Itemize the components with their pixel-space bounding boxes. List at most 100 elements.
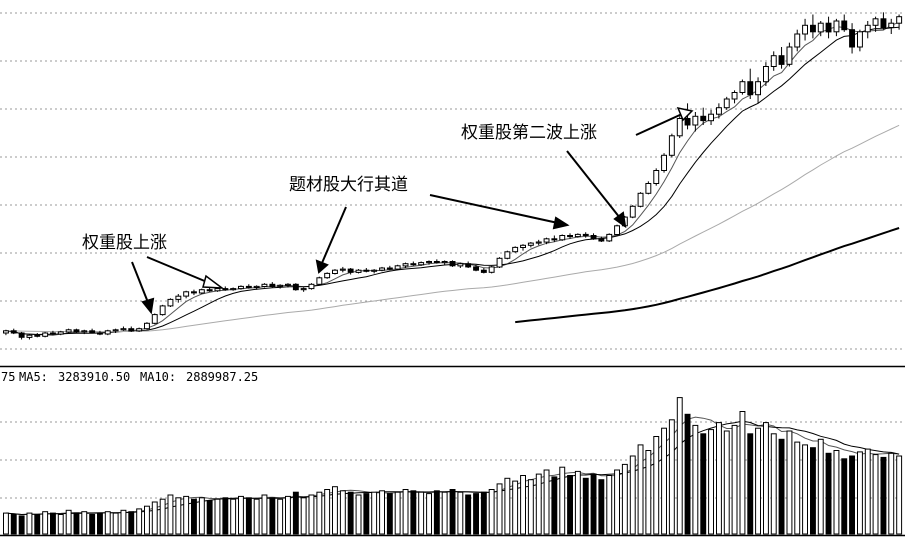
- candle-body: [449, 261, 456, 267]
- candle: [198, 288, 205, 294]
- candle: [747, 68, 754, 99]
- candle: [637, 192, 644, 208]
- volume-bar: [65, 509, 72, 535]
- candle-body: [880, 18, 887, 28]
- candle: [363, 268, 370, 273]
- arrow-2b: [429, 194, 559, 224]
- candle-body: [277, 284, 284, 287]
- candle-body: [410, 263, 417, 266]
- volume-bar: [614, 469, 620, 535]
- candle: [57, 330, 64, 336]
- candle-body: [402, 263, 409, 267]
- candle-body: [864, 24, 871, 33]
- candle-body: [833, 20, 840, 33]
- candle-body: [222, 288, 229, 291]
- candle-body: [700, 115, 707, 122]
- volume-bar: [285, 495, 291, 535]
- arrow-1a: [131, 261, 150, 306]
- volume-bar: [778, 438, 785, 535]
- volume-bar: [880, 456, 887, 535]
- volume-bar: [606, 475, 613, 535]
- ma60-line: [515, 227, 900, 324]
- arrow-3a: [566, 150, 621, 219]
- candle-body: [770, 55, 777, 68]
- candle: [668, 133, 675, 158]
- candle-body: [339, 268, 346, 271]
- volume-bar: [802, 444, 808, 535]
- volume-bar: [418, 491, 425, 535]
- candle-body: [755, 81, 761, 96]
- volume-bar: [833, 450, 840, 535]
- volume-bar: [151, 501, 158, 535]
- volume-bar: [89, 514, 96, 535]
- candle: [73, 328, 80, 333]
- volume-bar: [786, 430, 793, 535]
- candle: [112, 328, 119, 333]
- volume-bar: [167, 494, 174, 535]
- candle: [42, 331, 49, 338]
- candle-body: [230, 288, 237, 291]
- candle: [332, 269, 338, 275]
- candle: [206, 287, 213, 292]
- volume-bar: [567, 475, 573, 535]
- candle: [888, 18, 895, 34]
- candle-body: [198, 289, 205, 294]
- candle: [763, 62, 769, 86]
- candle-body: [802, 24, 808, 35]
- candle-body: [590, 235, 597, 240]
- volume-bar: [112, 512, 119, 535]
- candle-body: [394, 265, 401, 270]
- volume-bar: [747, 433, 754, 535]
- arrow-1b-head: [202, 274, 225, 289]
- candle: [339, 266, 346, 273]
- candle-body: [567, 235, 573, 238]
- volume-bar: [637, 444, 644, 535]
- candle-body: [480, 269, 487, 273]
- candle: [810, 14, 816, 39]
- candle-body: [794, 33, 801, 48]
- candle-body: [261, 283, 268, 287]
- candle: [794, 29, 801, 52]
- volume-bar: [535, 473, 542, 535]
- candle: [614, 224, 620, 236]
- candle: [559, 234, 566, 241]
- candle-body: [559, 235, 566, 241]
- candle: [230, 287, 237, 291]
- volume-bar: [543, 469, 550, 535]
- candle: [896, 14, 903, 30]
- candle-body: [183, 291, 190, 297]
- candle: [183, 290, 190, 299]
- volume-bar: [183, 495, 190, 535]
- candle-body: [214, 288, 221, 292]
- volume-bar: [97, 512, 103, 535]
- candle: [817, 21, 824, 37]
- candle: [426, 260, 433, 265]
- volume-bar: [504, 477, 511, 535]
- candle-body: [238, 285, 244, 290]
- volume-bar: [755, 427, 761, 535]
- candle-body: [89, 330, 96, 334]
- volume-bar: [324, 489, 331, 535]
- volume-bar: [144, 505, 150, 535]
- volume-bar: [465, 494, 472, 535]
- volume-ma5-value: 3283910.50: [58, 370, 130, 384]
- candle-body: [285, 283, 291, 286]
- candle-body: [426, 261, 433, 264]
- candle-body: [34, 334, 41, 337]
- volume-bar: [763, 422, 769, 535]
- candle-body: [574, 233, 581, 238]
- volume-bar: [18, 515, 25, 535]
- annotation-heavyweight-second-wave: 权重股第二波上涨: [461, 123, 597, 143]
- candle: [245, 284, 252, 289]
- volume-bar: [308, 494, 315, 535]
- candle: [833, 18, 840, 37]
- candle: [778, 47, 785, 69]
- volume-bar: [574, 470, 581, 535]
- candle: [520, 244, 526, 251]
- volume-bar: [128, 511, 135, 535]
- volume-bar: [864, 448, 871, 535]
- candle-body: [645, 183, 652, 194]
- candle-body: [191, 291, 197, 294]
- candle: [26, 334, 33, 340]
- candle: [191, 289, 197, 296]
